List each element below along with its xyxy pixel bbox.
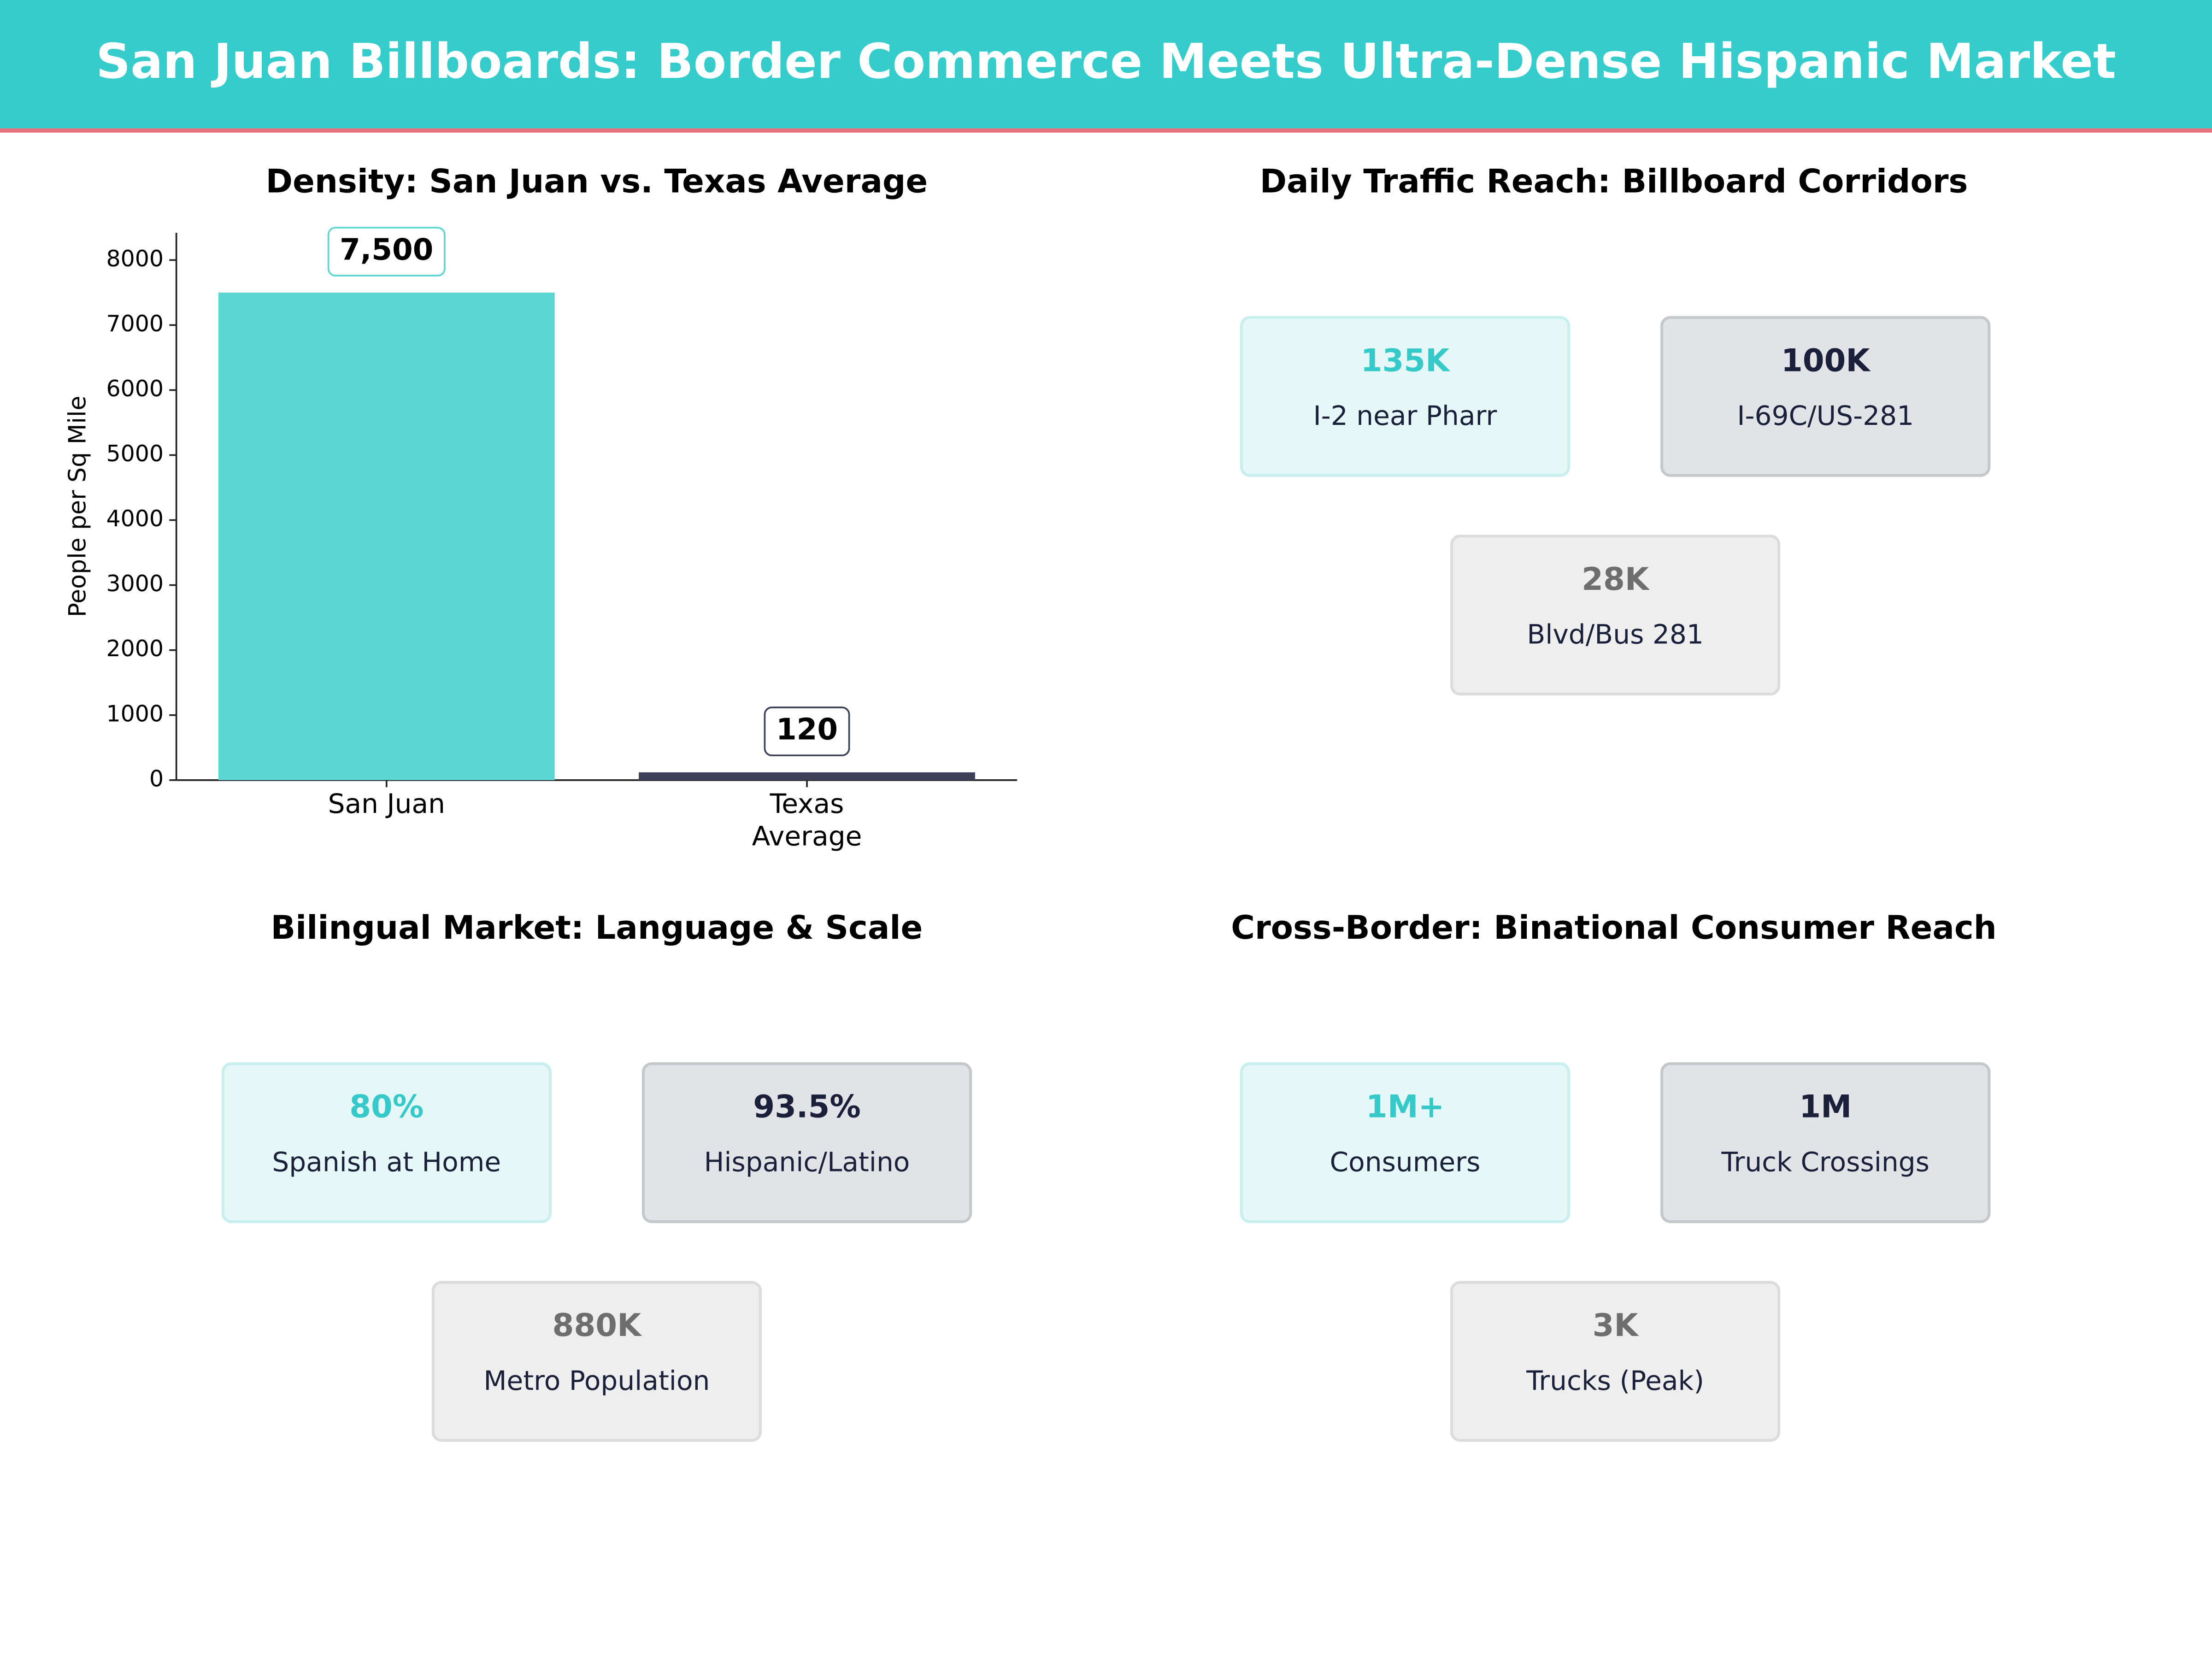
card-label: Blvd/Bus 281 [1527, 619, 1704, 650]
bar [639, 772, 975, 780]
stat-card: 93.5% Hispanic/Latino [641, 1062, 972, 1224]
panel-title: Cross-Border: Binational Consumer Reach [1231, 909, 1996, 947]
stat-card: 100K I-69C/US-281 [1660, 316, 1991, 477]
card-box [1240, 316, 1571, 477]
card-box [1660, 1062, 1991, 1224]
card-label: Spanish at Home [272, 1147, 501, 1178]
y-tick-label: 8000 [106, 246, 164, 272]
value-label-box [327, 227, 446, 276]
card-box [1660, 316, 1991, 477]
card-label: Truck Crossings [1721, 1147, 1930, 1178]
stat-card: 28K Blvd/Bus 281 [1450, 535, 1781, 696]
panel-title: Bilingual Market: Language & Scale [271, 909, 923, 947]
card-value: 135K [1361, 342, 1451, 378]
card-box [641, 1062, 972, 1224]
stat-card: 3K Trucks (Peak) [1450, 1281, 1781, 1442]
value-label: 120 [776, 712, 838, 747]
card-label: I-2 near Pharr [1313, 400, 1497, 431]
stat-card: 1M+ Consumers [1240, 1062, 1571, 1224]
x-tick-label: Texas Average [752, 788, 862, 852]
y-tick-label: 6000 [106, 376, 164, 402]
card-label: Trucks (Peak) [1526, 1365, 1704, 1396]
y-tick-label: 1000 [106, 700, 164, 727]
header-bar [0, 0, 2212, 129]
card-box [1450, 1281, 1781, 1442]
y-tick-label: 2000 [106, 635, 164, 662]
y-tick-label: 4000 [106, 506, 164, 532]
stat-card: 135K I-2 near Pharr [1240, 316, 1571, 477]
card-box [221, 1062, 552, 1224]
card-box [1240, 1062, 1571, 1224]
value-label-box [764, 706, 850, 757]
stat-card: 1M Truck Crossings [1660, 1062, 1991, 1224]
card-value: 1M+ [1366, 1088, 1444, 1125]
card-value: 80% [349, 1088, 424, 1125]
card-value: 100K [1781, 342, 1871, 378]
bar [218, 292, 555, 780]
card-value: 93.5% [753, 1088, 861, 1125]
chart-title: Density: San Juan vs. Texas Average [266, 162, 928, 200]
value-label: 7,500 [340, 233, 433, 267]
card-box [431, 1281, 762, 1442]
header-rule [0, 128, 2212, 133]
stat-card: 880K Metro Population [431, 1281, 762, 1442]
y-axis-label: People per Sq Mile [64, 396, 91, 618]
stat-card: 80% Spanish at Home [221, 1062, 552, 1224]
card-value: 1M [1799, 1088, 1852, 1125]
card-value: 3K [1593, 1307, 1640, 1343]
y-tick-label: 3000 [106, 571, 164, 597]
y-tick-label: 5000 [106, 441, 164, 467]
card-value: 880K [553, 1307, 643, 1343]
card-label: I-69C/US-281 [1737, 400, 1914, 431]
card-box [1450, 535, 1781, 696]
card-label: Consumers [1330, 1147, 1481, 1178]
panel-title: Daily Traffic Reach: Billboard Corridors [1260, 162, 1968, 200]
page-title: San Juan Billboards: Border Commerce Mee… [96, 33, 2116, 89]
y-tick-label: 7000 [106, 311, 164, 337]
x-tick-label: San Juan [328, 788, 445, 819]
card-value: 28K [1582, 561, 1650, 597]
y-tick-label: 0 [149, 765, 164, 792]
card-label: Hispanic/Latino [704, 1147, 910, 1178]
card-label: Metro Population [483, 1365, 710, 1396]
